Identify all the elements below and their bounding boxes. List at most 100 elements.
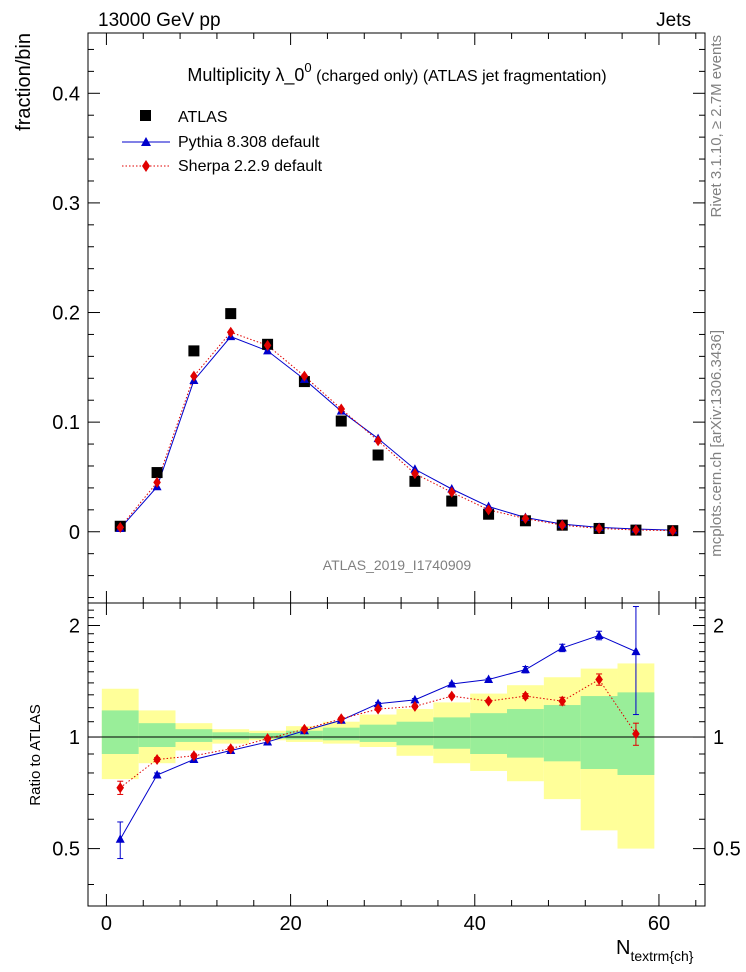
- ratio-sherpa-point: [190, 750, 198, 762]
- ratio-sherpa-point: [226, 743, 235, 755]
- ratio-sherpa-point: [153, 753, 161, 765]
- ratio-pythia-point: [484, 674, 494, 683]
- atlas-point: [151, 467, 163, 479]
- legend-atlas-marker: [140, 110, 151, 121]
- ratio-pythia-point: [594, 630, 604, 639]
- main-title: Multiplicity λ_00 (charged only) (ATLAS …: [187, 60, 606, 86]
- x-tick-label: 0: [101, 913, 112, 935]
- legend-atlas-label: ATLAS: [178, 109, 228, 126]
- sherpa-point: [116, 521, 125, 533]
- sherpa-point: [374, 435, 382, 447]
- ratio-pythia-point: [115, 834, 125, 843]
- ratio-band-inner: [543, 705, 581, 762]
- ratio-band-inner: [322, 727, 360, 741]
- ratio-band-inner: [433, 717, 471, 749]
- ratio-sherpa-point: [558, 695, 567, 707]
- main-marks: [114, 308, 679, 537]
- sherpa-point: [226, 326, 235, 338]
- ratio-band-inner: [138, 723, 176, 748]
- sherpa-point: [337, 403, 346, 415]
- atlas-point: [335, 415, 347, 427]
- sherpa-point: [632, 524, 640, 536]
- ratio-band-inner: [359, 724, 397, 742]
- ratio-sherpa-point: [116, 782, 125, 794]
- main-frame: [87, 32, 706, 604]
- x-axis-label: Ntextrm{ch}: [616, 937, 694, 964]
- ratio-sherpa-point: [595, 673, 603, 685]
- main-y-tick-label: 0.2: [52, 303, 80, 325]
- sherpa-point: [153, 476, 161, 488]
- legend: ATLAS Pythia 8.308 default Sherpa 2.2.9 …: [122, 109, 323, 175]
- ratio-axis: 0.5 0.51 12 20 20 40 60: [52, 603, 741, 935]
- sherpa-point: [595, 522, 603, 534]
- ratio-sherpa-point: [484, 695, 493, 707]
- atlas-point: [446, 495, 458, 507]
- ratio-sherpa-point: [411, 700, 419, 712]
- sherpa-point: [300, 370, 309, 382]
- ratio-pythia-point: [410, 694, 420, 704]
- sherpa-point: [521, 513, 530, 525]
- ratio-band-inner: [580, 696, 618, 769]
- ratio-sherpa-point: [300, 723, 309, 735]
- sherpa-point: [668, 525, 677, 537]
- x-tick-label: 20: [279, 913, 301, 935]
- ratio-y-tick-label: 1: [69, 727, 80, 749]
- main-y-tick-label: 0.3: [52, 193, 80, 215]
- sherpa-point: [484, 504, 493, 516]
- side-label-events: Rivet 3.1.10, ≥ 2.7M events: [708, 35, 725, 218]
- sherpa-point: [558, 519, 567, 531]
- atlas-point: [225, 308, 237, 320]
- main-y-tick-label: 0.4: [52, 83, 80, 105]
- ratio-marks: [115, 606, 641, 860]
- ratio-panel: 0.5 0.51 12 20 20 40 60 Ratio to ATLAS Ntextrm…: [27, 602, 741, 964]
- legend-pythia-marker: [141, 137, 151, 146]
- ratio-band-inner: [212, 732, 250, 740]
- atlas-point: [409, 475, 421, 487]
- ratio-sherpa-point: [447, 690, 456, 702]
- legend-sherpa-label: Sherpa 2.2.9 default: [178, 158, 323, 175]
- ratio-sherpa-point: [337, 713, 346, 725]
- ratio-y-tick-label-right: 2: [713, 615, 724, 637]
- ratio-sherpa-point: [374, 703, 382, 715]
- pythia-line: [119, 336, 673, 531]
- sherpa-line: [119, 331, 673, 532]
- ratio-y-axis-label: Ratio to ATLAS: [27, 704, 44, 805]
- ratio-pythia-point: [557, 642, 567, 652]
- sherpa-point: [263, 339, 272, 351]
- ratio-sherpa-point: [263, 733, 272, 745]
- ratio-y-tick-label-right: 0.5: [713, 839, 741, 861]
- x-tick-label: 40: [464, 913, 486, 935]
- legend-sherpa-marker: [142, 160, 150, 172]
- ratio-y-tick-label: 2: [69, 615, 80, 637]
- ratio-band-inner: [285, 730, 323, 740]
- ratio-band-inner: [470, 713, 508, 755]
- sherpa-point: [411, 468, 419, 480]
- analysis-id-label: ATLAS_2019_I1740909: [323, 557, 472, 573]
- main-y-tick-label: 0: [69, 522, 80, 544]
- energy-label: 13000 GeV pp: [98, 10, 221, 31]
- ratio-sherpa-point: [632, 728, 640, 740]
- x-tick-label: 60: [648, 913, 670, 935]
- ratio-pythia-point: [631, 646, 641, 656]
- main-panel: 0 0.1 0.2 0.3 0.4 fraction/bin Multiplicity …: [13, 32, 706, 604]
- ratio-band-inner: [175, 729, 213, 742]
- main-y-tick-label: 0.1: [52, 412, 80, 434]
- process-label: Jets: [656, 10, 691, 31]
- side-label-source: mcplots.cern.ch [arXiv:1306.3436]: [708, 330, 725, 557]
- ratio-pythia-point: [152, 769, 162, 779]
- ratio-bands: [88, 663, 705, 849]
- main-axis: 0 0.1 0.2 0.3 0.4: [52, 33, 705, 603]
- ratio-y-tick-label: 0.5: [52, 839, 80, 861]
- ratio-band-inner: [396, 721, 434, 746]
- sherpa-point: [190, 370, 198, 382]
- atlas-point: [372, 449, 384, 461]
- ratio-pythia-point: [520, 664, 530, 674]
- main-y-axis-label: fraction/bin: [13, 33, 35, 131]
- atlas-point: [188, 345, 200, 357]
- ratio-band-inner: [101, 710, 139, 755]
- legend-pythia-label: Pythia 8.308 default: [178, 134, 320, 151]
- ratio-pythia-point: [373, 698, 383, 708]
- ratio-pythia-point: [447, 679, 457, 688]
- sherpa-point: [447, 486, 456, 498]
